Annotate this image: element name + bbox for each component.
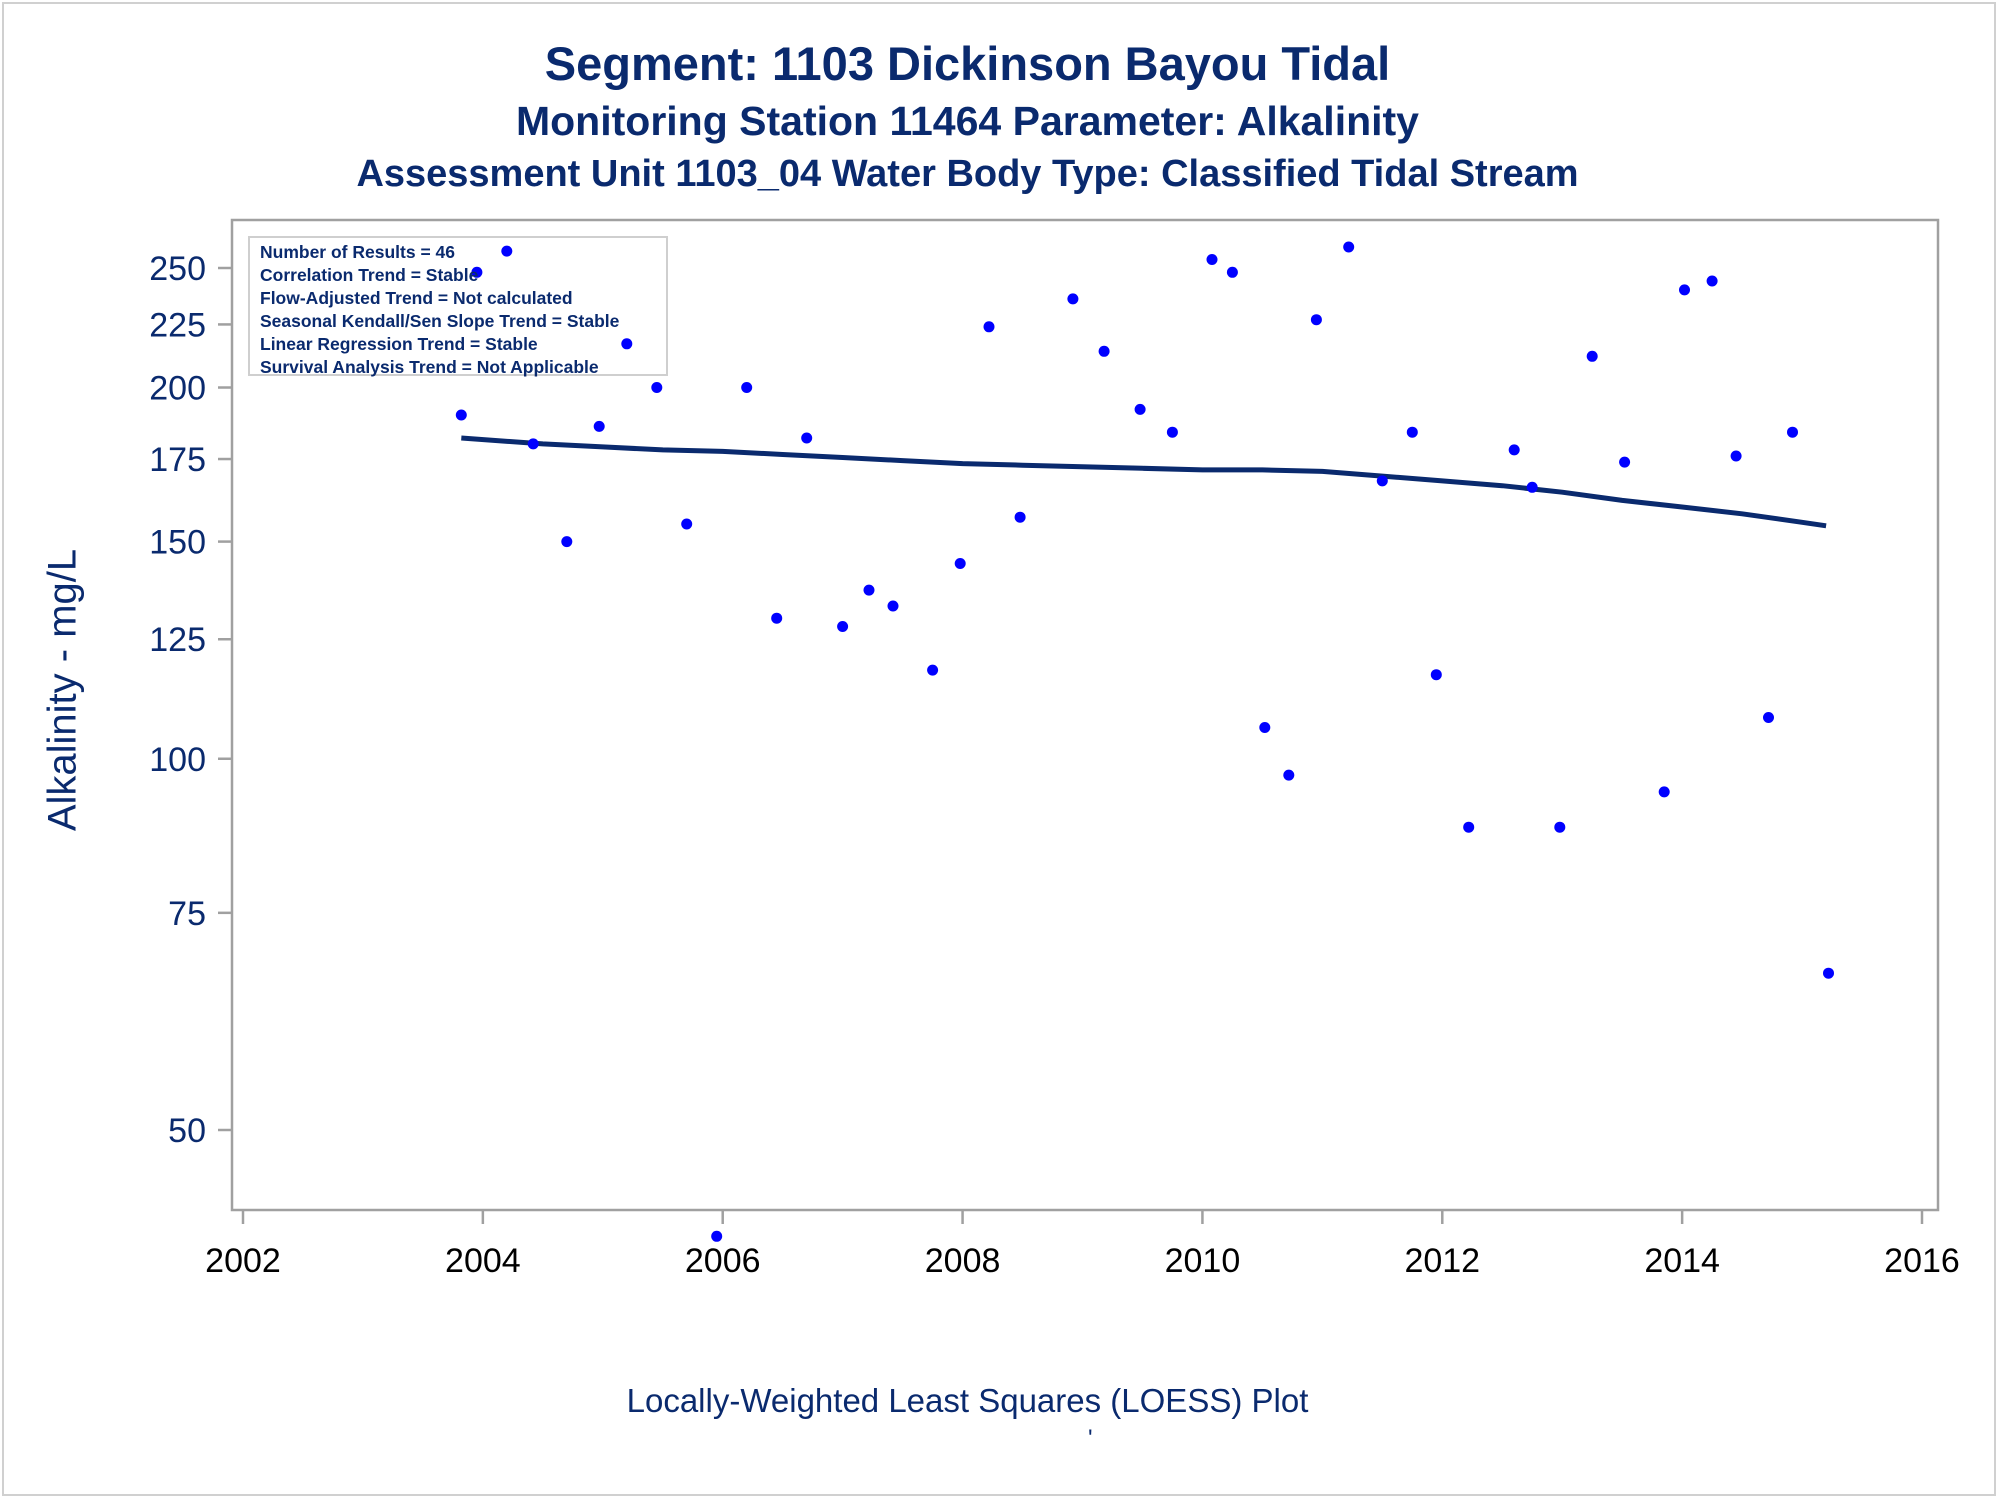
x-tick-label: 2012 (1404, 1242, 1480, 1280)
data-point (1166, 426, 1178, 438)
loess-series (461, 435, 1827, 529)
data-point (1014, 511, 1026, 523)
data-point (681, 518, 693, 530)
y-axis: 50 75 100 125 150 175 200 225 250 (149, 250, 232, 1150)
data-point (1226, 266, 1238, 278)
footnote: Locally-Weighted Least Squares (LOESS) P… (626, 1382, 1309, 1419)
y-tick-label: 175 (149, 441, 206, 479)
data-point (1586, 350, 1598, 362)
data-point (1658, 786, 1670, 798)
y-tick-label: 50 (168, 1112, 206, 1150)
data-point (455, 409, 467, 421)
y-tick-label: 125 (149, 621, 206, 659)
data-point (711, 1230, 723, 1242)
data-point (1206, 254, 1218, 265)
y-axis-label: Alkalinity - mg/L (40, 548, 85, 832)
data-point (621, 338, 633, 350)
data-point (863, 584, 875, 596)
loess-line (461, 435, 1827, 529)
data-point (741, 382, 753, 393)
y-tick-label: 150 (149, 524, 206, 562)
data-point (1823, 967, 1834, 979)
x-tick-label: 2014 (1644, 1242, 1720, 1280)
stats-line: Number of Results = 46 (260, 242, 455, 262)
plot-area (230, 218, 1940, 1212)
x-tick-label: 2016 (1884, 1242, 1960, 1280)
data-point (1619, 456, 1631, 468)
chart-subtitle-2: Assessment Unit 1103_04 Water Body Type:… (356, 153, 1579, 195)
data-point (1098, 345, 1110, 357)
y-tick-label: 200 (149, 370, 206, 408)
data-point (1067, 293, 1079, 305)
x-tick-label: 2008 (925, 1242, 1001, 1280)
data-point (651, 382, 663, 393)
y-tick-label: 250 (149, 250, 206, 288)
data-point (1526, 481, 1538, 493)
data-point (1463, 821, 1475, 833)
data-point (1134, 403, 1146, 415)
data-point (1430, 669, 1442, 681)
data-point (1376, 475, 1388, 487)
stats-line: Survival Analysis Trend = Not Applicable (260, 357, 599, 377)
y-tick-label: 225 (149, 306, 206, 344)
chart-subtitle: Monitoring Station 11464 Parameter: Alka… (515, 98, 1419, 144)
y-tick-label: 100 (149, 741, 206, 779)
data-point (954, 558, 966, 569)
data-point (927, 664, 939, 676)
data-point (801, 432, 813, 444)
stats-line: Correlation Trend = Stable (260, 265, 479, 285)
data-point (1763, 712, 1774, 723)
data-point (527, 438, 539, 450)
footnote-mark: ' (1088, 1425, 1093, 1452)
stats-line: Linear Regression Trend = Stable (260, 334, 538, 354)
data-point (1406, 426, 1418, 438)
data-point (1343, 241, 1355, 253)
data-point (887, 600, 899, 612)
data-point (471, 266, 483, 278)
stats-line: Seasonal Kendall/Sen Slope Trend = Stabl… (260, 311, 620, 331)
stats-line: Flow-Adjusted Trend = Not calculated (260, 288, 573, 308)
data-point (771, 612, 783, 624)
data-point (1259, 722, 1271, 733)
x-axis: 2002 2004 2006 2008 2010 2012 2014 2016 (205, 1210, 1960, 1280)
stats-box: Number of Results = 46 Correlation Trend… (248, 236, 668, 377)
data-point (1283, 769, 1295, 781)
data-point (1787, 426, 1798, 438)
data-point (1554, 821, 1566, 833)
data-point (837, 621, 849, 632)
data-points (455, 241, 1834, 1242)
data-point (501, 245, 513, 257)
data-point (1706, 275, 1718, 287)
x-tick-label: 2004 (445, 1242, 521, 1280)
y-tick-label: 75 (168, 895, 206, 933)
data-point (1730, 450, 1742, 462)
chart-title: Segment: 1103 Dickinson Bayou Tidal (544, 37, 1391, 90)
data-point (983, 321, 995, 333)
data-point (561, 536, 573, 548)
data-point (1679, 284, 1690, 296)
data-point (1310, 314, 1322, 326)
x-tick-label: 2002 (205, 1242, 281, 1280)
x-tick-label: 2010 (1165, 1242, 1241, 1280)
x-tick-label: 2006 (685, 1242, 761, 1280)
data-point (593, 420, 605, 432)
data-point (1508, 444, 1520, 456)
